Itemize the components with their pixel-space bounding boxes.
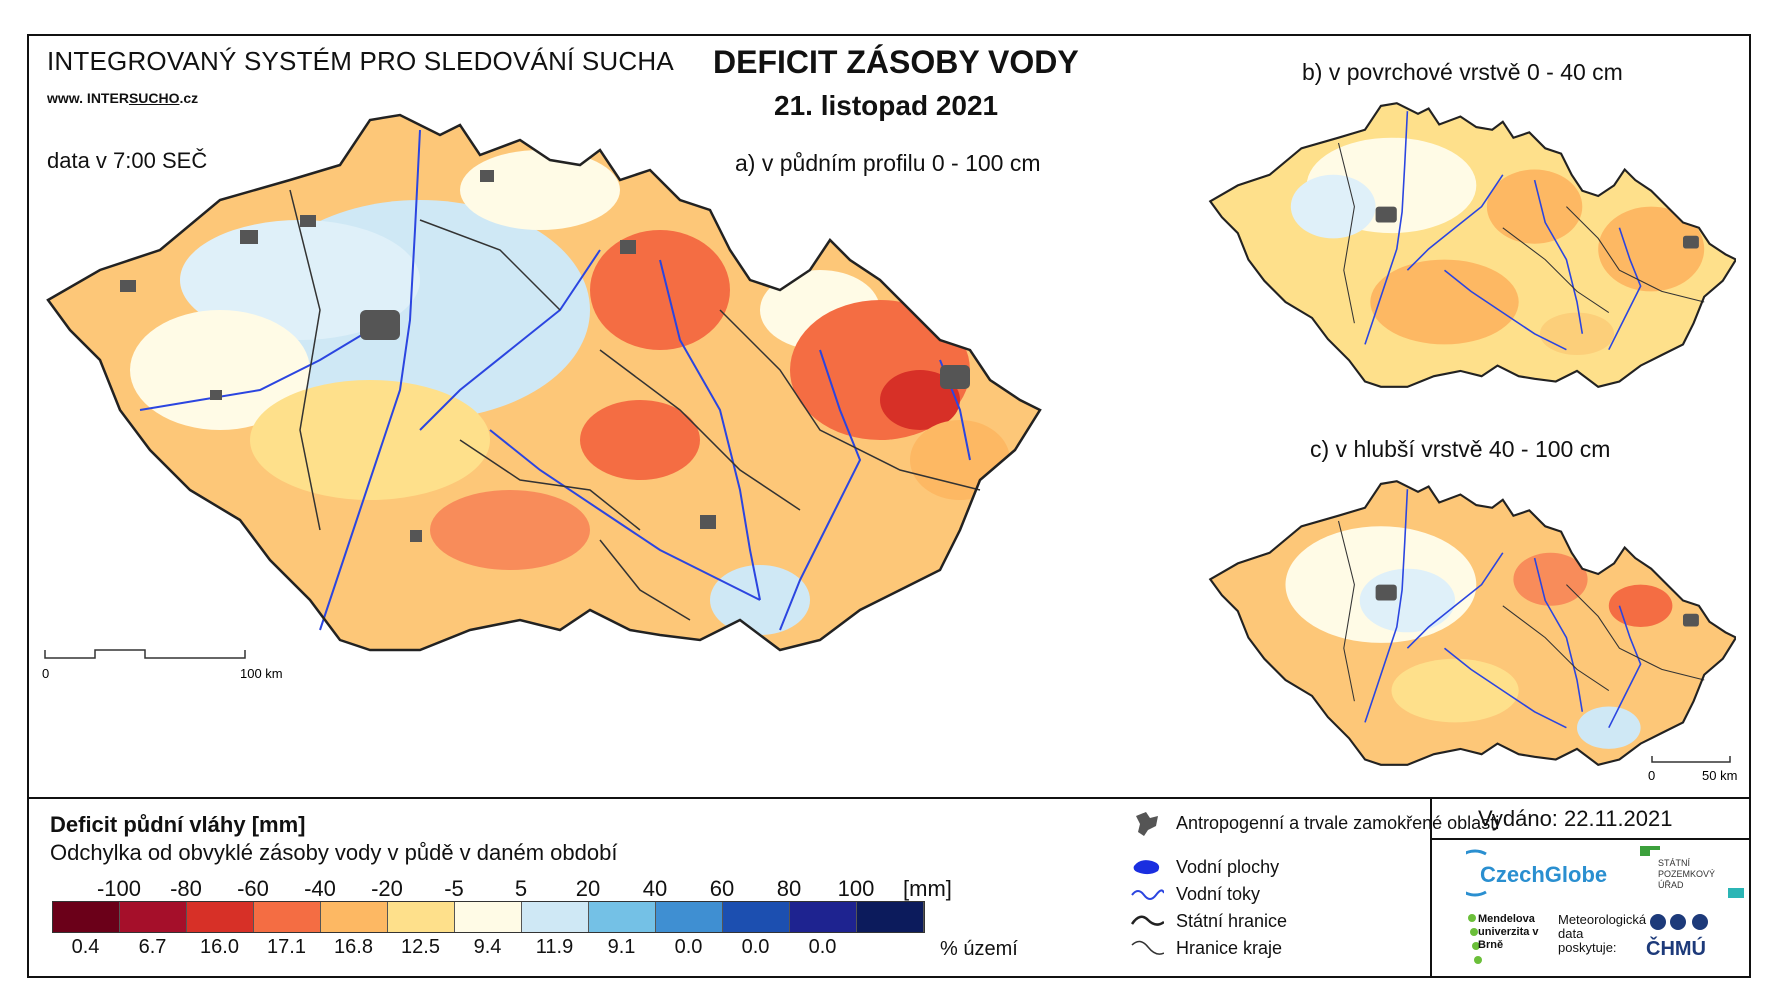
legend-break-4: -20 <box>371 876 403 901</box>
map-c-label: c) v hlubší vrstvě 40 - 100 cm <box>1310 436 1611 462</box>
legend-percent-2: 16.0 <box>200 936 239 958</box>
legend-class-10 <box>723 902 790 932</box>
legend-title: Deficit půdní vláhy [mm] <box>50 812 306 837</box>
chmu-label: ČHMÚ <box>1646 938 1706 960</box>
legend-color-bar <box>52 901 925 933</box>
key-urban: Antropogenní a trvale zamokřené oblasti <box>1130 808 1499 838</box>
region-border-icon <box>1131 940 1164 955</box>
legend-break-11: 100 <box>837 876 875 901</box>
river-icon <box>1131 889 1164 900</box>
legend-percent-10: 0.0 <box>741 936 770 958</box>
footer-separator <box>1430 798 1432 978</box>
legend-percent-4: 16.8 <box>334 936 373 958</box>
percent-label: % území <box>940 938 1018 960</box>
legend-class-1 <box>120 902 187 932</box>
legend-class-6 <box>455 902 522 932</box>
legend-percent-7: 11.9 <box>535 936 574 958</box>
key-water: Vodní plochy <box>1130 856 1279 878</box>
scale-main-start: 0 <box>42 666 49 681</box>
data-time: data v 7:00 SEČ <box>47 148 208 173</box>
legend-break-1: -80 <box>170 876 202 901</box>
legend-separator <box>27 797 1751 799</box>
map-a-label: a) v půdním profilu 0 - 100 cm <box>735 150 1041 176</box>
key-region-border: Hranice kraje <box>1130 937 1282 959</box>
key-rivers-label: Vodní toky <box>1176 884 1261 904</box>
key-urban-label: Antropogenní a trvale zamokřené oblasti <box>1176 813 1500 833</box>
legend-break-7: 20 <box>575 876 601 901</box>
legend-class-5 <box>388 902 455 932</box>
legend-percent-9: 0.0 <box>674 936 703 958</box>
spu-label: STÁTNÍ POZEMKOVÝ ÚŘAD <box>1658 858 1716 890</box>
czechglobe-label: CzechGlobe <box>1480 862 1608 887</box>
page-title: DEFICIT ZÁSOBY VODY <box>713 44 1079 80</box>
legend-break-8: 40 <box>642 876 668 901</box>
chmu-logo <box>1650 914 1708 930</box>
legend-percent-1: 6.7 <box>138 936 167 958</box>
legend-class-7 <box>522 902 589 932</box>
issued-date: Vydáno: 22.11.2021 <box>1478 806 1673 831</box>
scale-main-end: 100 km <box>240 666 283 681</box>
map-frame <box>27 34 1751 978</box>
legend-break-9: 60 <box>709 876 735 901</box>
legend-class-9 <box>656 902 723 932</box>
legend-percent-5: 12.5 <box>401 936 440 958</box>
legend-break-5: -5 <box>444 876 464 901</box>
meteo-label: Meteorologická data poskytuje: <box>1558 912 1647 955</box>
legend-percent-3: 17.1 <box>267 936 306 958</box>
map-a: 0 100 km <box>42 113 1042 681</box>
czechglobe-logo <box>1466 849 1487 897</box>
key-rivers: Vodní toky <box>1130 883 1260 905</box>
page-date: 21. listopad 2021 <box>774 90 999 121</box>
legend-class-12 <box>857 902 924 932</box>
legend-percent-6: 9.4 <box>473 936 502 958</box>
legend-break-2: -60 <box>237 876 269 901</box>
legend-percent-0: 0.4 <box>71 936 100 958</box>
legend-class-3 <box>254 902 321 932</box>
legend-break-3: -40 <box>304 876 336 901</box>
legend-class-2 <box>187 902 254 932</box>
water-body-icon <box>1133 860 1160 875</box>
map-b-label: b) v povrchové vrstvě 0 - 40 cm <box>1302 59 1623 85</box>
legend-break-6: 5 <box>514 876 528 901</box>
legend-class-11 <box>790 902 857 932</box>
website-link[interactable]: www. INTERSUCHO.cz <box>47 90 199 106</box>
legend-class-4 <box>321 902 388 932</box>
key-water-label: Vodní plochy <box>1176 857 1280 877</box>
key-state-border-label: Státní hranice <box>1176 911 1288 931</box>
system-name: INTEGROVANÝ SYSTÉM PRO SLEDOVÁNÍ SUCHA <box>47 46 674 76</box>
logos-separator <box>1430 838 1751 840</box>
legend-subtitle: Odchylka od obvyklé zásoby vody v půdě v… <box>50 840 618 865</box>
legend-unit: [mm] <box>903 876 952 901</box>
mendel-logo <box>1468 914 1482 964</box>
spu-logo <box>1640 846 1744 898</box>
legend-break-10: 80 <box>776 876 802 901</box>
scale-small: 0 50 km <box>1648 756 1737 783</box>
map-b <box>1209 102 1736 388</box>
state-border-icon <box>1130 915 1164 926</box>
legend-break-0: -100 <box>96 876 142 901</box>
urban-area-icon <box>1136 812 1158 836</box>
legend-percent-11: 0.0 <box>808 936 837 958</box>
scale-small-start: 0 <box>1648 768 1655 783</box>
legend-breaks: -100 -80 -60 -40 -20 -5 5 20 40 60 80 100 <box>52 876 932 902</box>
legend-class-8 <box>589 902 656 932</box>
key-state-border: Státní hranice <box>1130 910 1287 932</box>
key-region-border-label: Hranice kraje <box>1176 938 1283 958</box>
scale-small-end: 50 km <box>1702 768 1737 783</box>
map-c <box>1209 480 1736 766</box>
legend-percentages: 0.4 6.7 16.0 17.1 16.8 12.5 9.4 11.9 9.1 0.0 0.0 0.… <box>52 936 932 962</box>
legend-class-0 <box>53 902 120 932</box>
mendel-label: Mendelova univerzita v Brně <box>1478 913 1539 951</box>
legend-percent-8: 9.1 <box>607 936 636 958</box>
